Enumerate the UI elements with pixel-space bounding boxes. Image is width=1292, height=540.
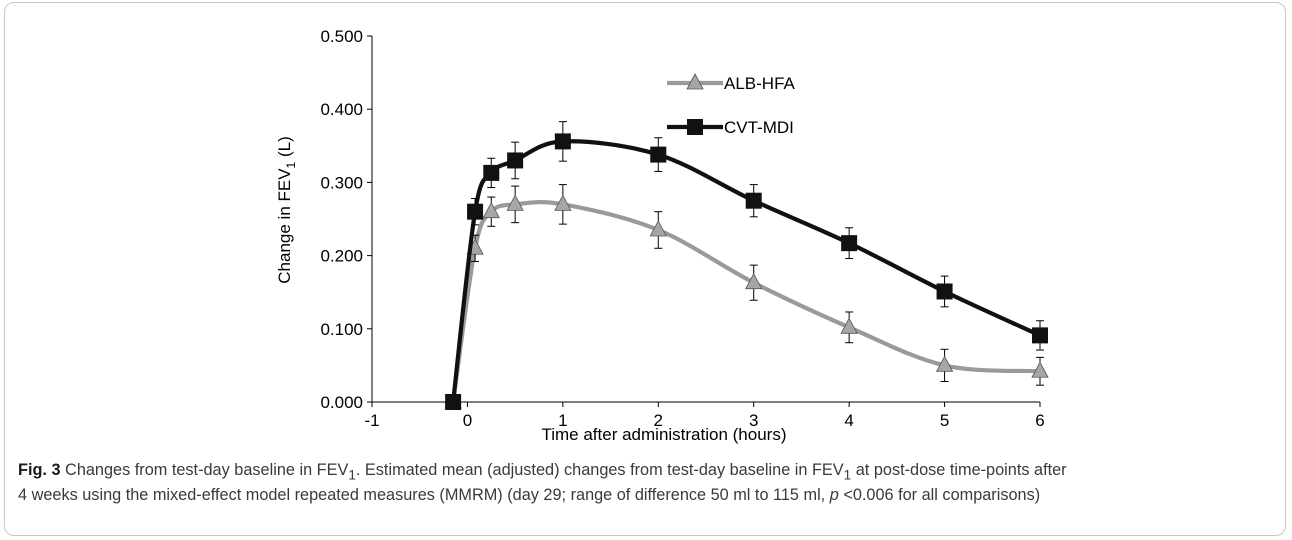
y-tick-label: 0.500	[320, 27, 363, 46]
y-tick-label: 0.100	[320, 320, 363, 339]
data-point-alb-hfa	[649, 220, 667, 237]
data-point-cvt-mdi	[467, 203, 484, 220]
y-tick-label: 0.400	[320, 100, 363, 119]
legend-marker-alb-hfa	[686, 73, 704, 90]
data-point-cvt-mdi	[841, 235, 858, 252]
data-point-cvt-mdi	[445, 394, 462, 410]
y-tick-label: 0.200	[320, 247, 363, 266]
x-axis-label: Time after administration (hours)	[541, 425, 786, 444]
data-point-cvt-mdi	[650, 146, 667, 163]
x-tick-label: 0	[463, 411, 472, 430]
chart-axes: 0.000 0.100 0.200 0.300 0.400 0.500 -1 0 1 2 3 4 5 6	[320, 27, 1044, 430]
series-cvt-mdi	[445, 121, 1048, 410]
caption-line-2: 4 weeks using the mixed-effect model rep…	[18, 486, 1041, 505]
data-point-cvt-mdi	[1032, 327, 1048, 344]
caption-line-1: Fig. 3 Changes from test-day baseline in…	[18, 461, 1067, 483]
y-tick-label: 0.000	[320, 393, 363, 412]
series-line-cvt-mdi	[451, 139, 1041, 403]
legend-label-alb-hfa: ALB-HFA	[724, 74, 796, 93]
figure-frame	[4, 2, 1286, 536]
figure-caption: Fig. 3 Changes from test-day baseline in…	[18, 460, 1274, 506]
data-point-alb-hfa	[840, 317, 858, 334]
x-tick-label: 1	[558, 411, 567, 430]
x-tick-label: 5	[940, 411, 949, 430]
y-axis-label: Change in FEV1 (L)	[275, 136, 298, 283]
data-point-alb-hfa	[745, 272, 763, 290]
y-tick-label: 0.300	[320, 173, 363, 192]
data-point-cvt-mdi	[507, 152, 524, 169]
data-point-alb-hfa	[482, 201, 500, 219]
x-tick-label: 2	[654, 411, 663, 430]
legend-marker-cvt-mdi	[687, 119, 703, 135]
x-tick-label: -1	[364, 411, 379, 430]
data-point-alb-hfa	[935, 355, 954, 372]
chart-series	[444, 121, 1049, 410]
x-tick-label: 4	[844, 411, 853, 430]
x-tick-label: 6	[1035, 411, 1044, 430]
data-point-alb-hfa	[506, 194, 524, 211]
data-point-alb-hfa	[1031, 361, 1049, 378]
figure-number: Fig. 3	[18, 461, 61, 479]
series-line-alb-hfa	[451, 200, 1041, 403]
data-point-cvt-mdi	[483, 164, 500, 181]
data-point-cvt-mdi	[936, 283, 953, 300]
data-point-cvt-mdi	[745, 192, 762, 209]
legend-label-cvt-mdi: CVT-MDI	[724, 118, 794, 137]
data-point-alb-hfa	[554, 194, 572, 211]
data-point-cvt-mdi	[554, 133, 571, 150]
chart-legend: ALB-HFA CVT-MDI	[667, 73, 796, 137]
x-tick-label: 3	[749, 411, 758, 430]
